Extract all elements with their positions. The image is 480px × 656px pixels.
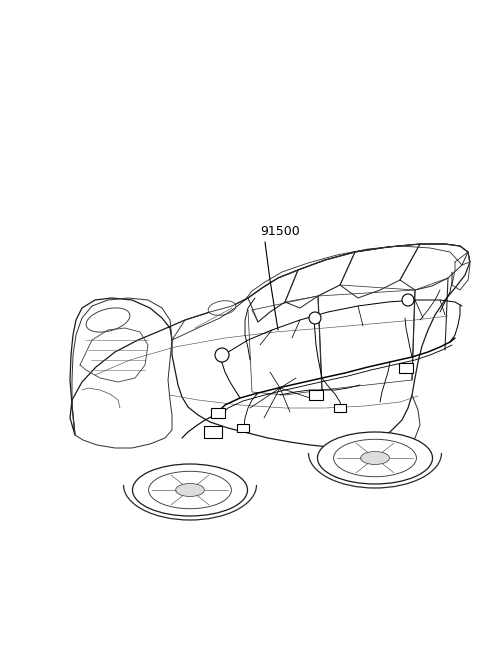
- Ellipse shape: [132, 464, 248, 516]
- Bar: [309, 390, 323, 400]
- Bar: [237, 424, 249, 432]
- Bar: [334, 404, 346, 412]
- Text: 91500: 91500: [260, 225, 300, 238]
- Ellipse shape: [86, 308, 130, 332]
- Ellipse shape: [176, 483, 204, 497]
- Bar: [399, 363, 413, 373]
- Ellipse shape: [208, 300, 236, 316]
- Circle shape: [215, 348, 229, 362]
- Polygon shape: [70, 244, 470, 447]
- Circle shape: [309, 312, 321, 324]
- Ellipse shape: [317, 432, 432, 484]
- Ellipse shape: [334, 440, 416, 477]
- Ellipse shape: [360, 451, 389, 464]
- Bar: [211, 408, 225, 418]
- Ellipse shape: [149, 471, 231, 508]
- Bar: [204, 426, 222, 438]
- Circle shape: [402, 294, 414, 306]
